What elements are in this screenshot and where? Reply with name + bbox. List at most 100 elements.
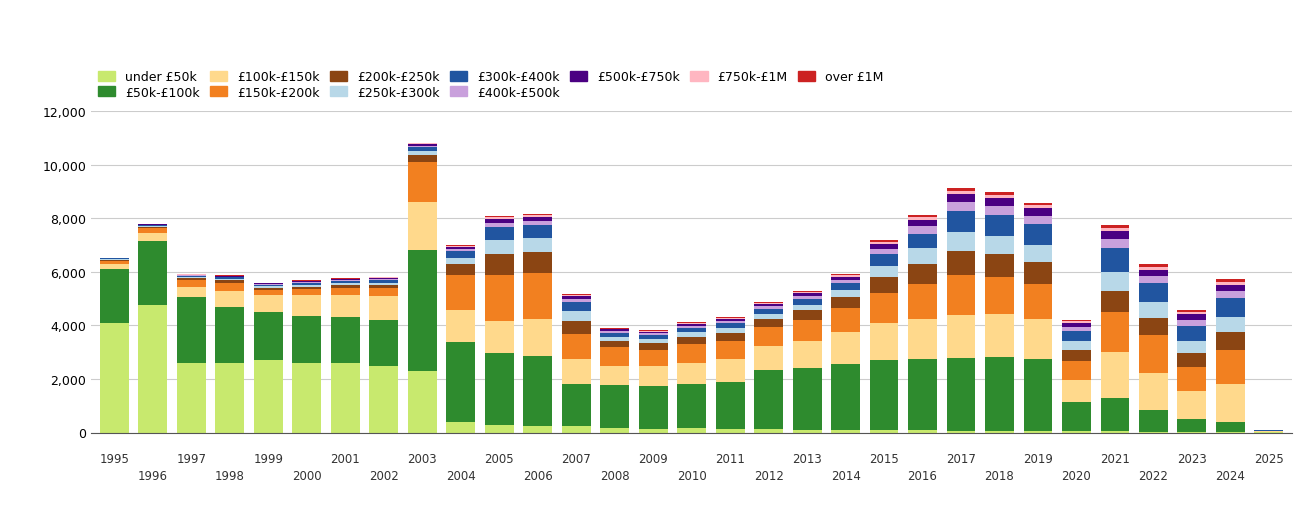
Bar <box>523 356 552 426</box>
Bar <box>754 309 783 314</box>
Bar <box>754 320 783 328</box>
Bar <box>292 317 321 363</box>
Bar <box>869 294 898 323</box>
Text: 2025: 2025 <box>1254 452 1284 465</box>
Bar <box>369 289 398 296</box>
Bar <box>1216 317 1245 332</box>
Bar <box>408 203 437 251</box>
Bar <box>485 228 514 241</box>
Bar <box>177 276 206 277</box>
Bar <box>1062 323 1091 327</box>
Bar <box>1062 431 1091 433</box>
Bar <box>215 363 244 433</box>
Bar <box>715 360 745 382</box>
Bar <box>561 334 591 360</box>
Bar <box>831 277 860 280</box>
Bar <box>792 311 822 320</box>
Bar <box>869 249 898 254</box>
Bar <box>677 337 706 345</box>
Bar <box>523 216 552 217</box>
Bar <box>638 332 668 334</box>
Bar <box>446 258 475 265</box>
Bar <box>831 291 860 297</box>
Bar <box>869 323 898 360</box>
Bar <box>946 252 975 276</box>
Bar <box>215 279 244 280</box>
Bar <box>561 295 591 296</box>
Bar <box>100 270 129 323</box>
Bar <box>1100 240 1129 248</box>
Bar <box>215 277 244 279</box>
Bar <box>985 199 1014 206</box>
Bar <box>138 227 167 228</box>
Bar <box>561 302 591 312</box>
Bar <box>369 279 398 280</box>
Bar <box>1177 320 1206 326</box>
Bar <box>1254 432 1283 433</box>
Bar <box>1100 225 1129 229</box>
Bar <box>638 429 668 433</box>
Bar <box>908 218 937 220</box>
Bar <box>523 426 552 433</box>
Bar <box>1139 335 1168 373</box>
Bar <box>331 286 360 288</box>
Bar <box>1139 277 1168 284</box>
Bar <box>1062 380 1091 402</box>
Bar <box>831 332 860 364</box>
Bar <box>677 332 706 337</box>
Bar <box>831 284 860 291</box>
Bar <box>1100 291 1129 313</box>
Bar <box>1216 350 1245 385</box>
Bar <box>561 384 591 427</box>
Bar <box>1139 303 1168 318</box>
Bar <box>485 218 514 219</box>
Bar <box>831 276 860 277</box>
Bar <box>1177 315 1206 320</box>
Bar <box>754 429 783 433</box>
Bar <box>331 279 360 280</box>
Bar <box>908 431 937 433</box>
Bar <box>869 266 898 277</box>
Bar <box>1023 206 1052 209</box>
Bar <box>985 315 1014 357</box>
Bar <box>831 364 860 430</box>
Bar <box>254 288 283 290</box>
Bar <box>985 357 1014 431</box>
Bar <box>1216 285 1245 291</box>
Bar <box>946 431 975 433</box>
Bar <box>600 385 629 428</box>
Text: 2022: 2022 <box>1138 469 1168 482</box>
Bar <box>638 334 668 335</box>
Text: 2018: 2018 <box>984 469 1014 482</box>
Bar <box>561 300 591 302</box>
Bar <box>138 306 167 433</box>
Bar <box>292 295 321 317</box>
Bar <box>446 265 475 275</box>
Bar <box>908 265 937 285</box>
Bar <box>715 382 745 429</box>
Bar <box>446 343 475 422</box>
Bar <box>100 260 129 261</box>
Bar <box>792 299 822 305</box>
Bar <box>561 297 591 300</box>
Bar <box>792 294 822 296</box>
Bar <box>369 283 398 286</box>
Bar <box>1062 362 1091 380</box>
Bar <box>215 280 244 283</box>
Bar <box>254 287 283 288</box>
Bar <box>138 234 167 242</box>
Bar <box>715 429 745 433</box>
Bar <box>985 192 1014 195</box>
Bar <box>331 281 360 284</box>
Bar <box>369 278 398 279</box>
Bar <box>792 430 822 433</box>
Bar <box>638 344 668 350</box>
Bar <box>446 275 475 310</box>
Bar <box>215 291 244 307</box>
Bar <box>792 368 822 430</box>
Bar <box>792 293 822 294</box>
Bar <box>1023 203 1052 206</box>
Bar <box>215 283 244 291</box>
Bar <box>100 261 129 264</box>
Bar <box>1100 432 1129 433</box>
